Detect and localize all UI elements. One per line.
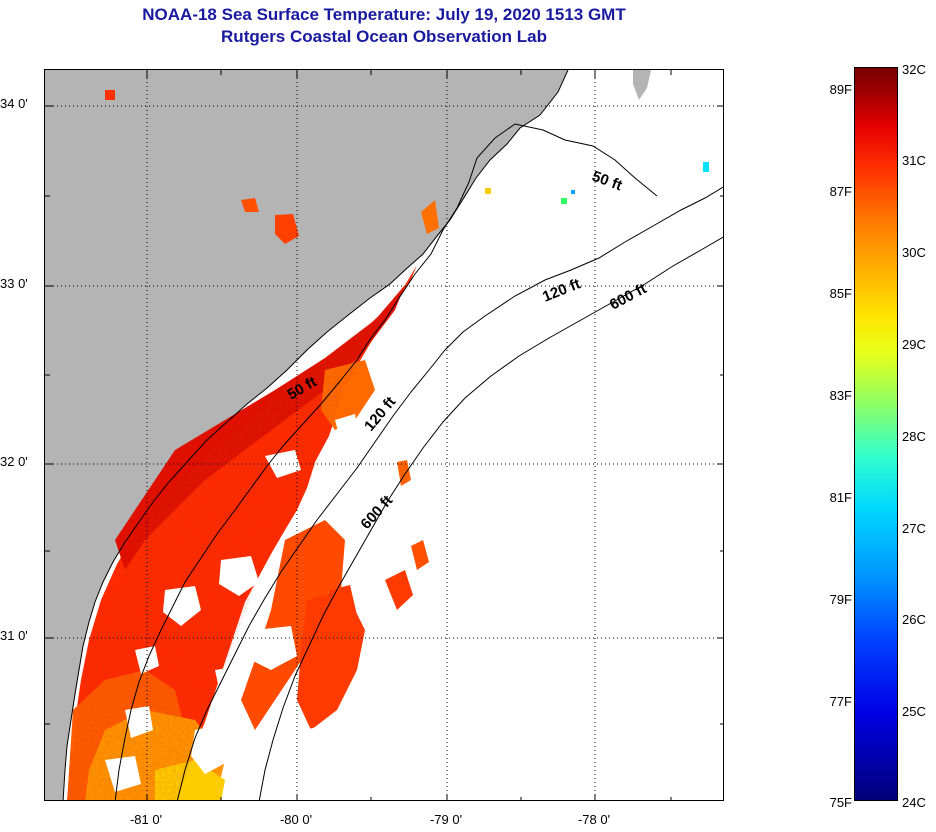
coastal-inlet [633, 70, 651, 100]
colorbar-c-30: 30C [902, 245, 926, 260]
temperature-colorbar [854, 67, 898, 801]
colorbar-c-32: 32C [902, 62, 926, 77]
isobath-600ft [258, 236, 723, 800]
lat-label-31: 31 0' [0, 628, 28, 643]
sst-map: 50 ft 120 ft 600 ft 50 ft 120 ft 600 ft [44, 69, 724, 801]
colorbar-f-85: 85F [829, 286, 852, 301]
colorbar-f-79: 79F [829, 592, 852, 607]
lon-label-78: -78 0' [577, 812, 611, 827]
isobath-label-600ft-south: 600 ft [357, 492, 396, 532]
lat-lon-grid [45, 70, 723, 800]
colorbar-f-87: 87F [829, 184, 852, 199]
coastline [62, 70, 569, 800]
isobath-50ft [114, 123, 658, 800]
colorbar-f-77: 77F [829, 694, 852, 709]
map-subtitle: Rutgers Coastal Ocean Observation Lab [221, 27, 547, 46]
land-mass [45, 70, 568, 800]
lon-label-81: -81 0' [129, 812, 163, 827]
colorbar-c-26: 26C [902, 612, 926, 627]
frame-ticks [45, 70, 723, 800]
colorbar-f-81: 81F [829, 490, 852, 505]
colorbar-c-27: 27C [902, 521, 926, 536]
colorbar-c-25: 25C [902, 704, 926, 719]
colorbar-c-24: 24C [902, 795, 926, 810]
lat-label-34: 34 0' [0, 96, 28, 111]
lon-label-80: -80 0' [279, 812, 313, 827]
colorbar-c-28: 28C [902, 429, 926, 444]
isobaths [114, 123, 723, 800]
colorbar-f-83: 83F [829, 388, 852, 403]
sst-map-canvas: 50 ft 120 ft 600 ft 50 ft 120 ft 600 ft [45, 70, 723, 800]
lon-label-79: -79 0' [429, 812, 463, 827]
map-title: NOAA-18 Sea Surface Temperature: July 19… [142, 5, 626, 24]
isobath-120ft [176, 186, 723, 800]
colorbar-f-89: 89F [829, 82, 852, 97]
colorbar-c-31: 31C [902, 153, 926, 168]
offshore-sst-patches [105, 90, 709, 645]
colorbar-f-75: 75F [829, 795, 852, 810]
lat-label-32: 32 0' [0, 454, 28, 469]
isobath-label-600ft: 600 ft [607, 280, 650, 313]
lat-label-33: 33 0' [0, 276, 28, 291]
colorbar-c-29: 29C [902, 337, 926, 352]
